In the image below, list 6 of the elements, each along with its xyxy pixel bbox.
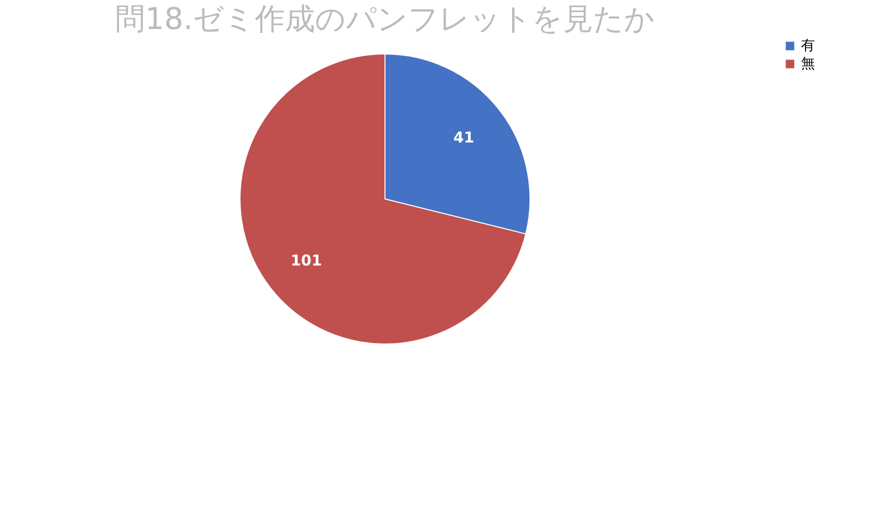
pie-slice [240,54,526,344]
chart-title: 問18.ゼミ作成のパンフレットを見たか [115,2,655,37]
legend-label: 無 [801,56,815,72]
legend-label: 有 [801,38,815,54]
data-label: 41 [453,128,474,146]
data-label: 101 [290,252,322,270]
